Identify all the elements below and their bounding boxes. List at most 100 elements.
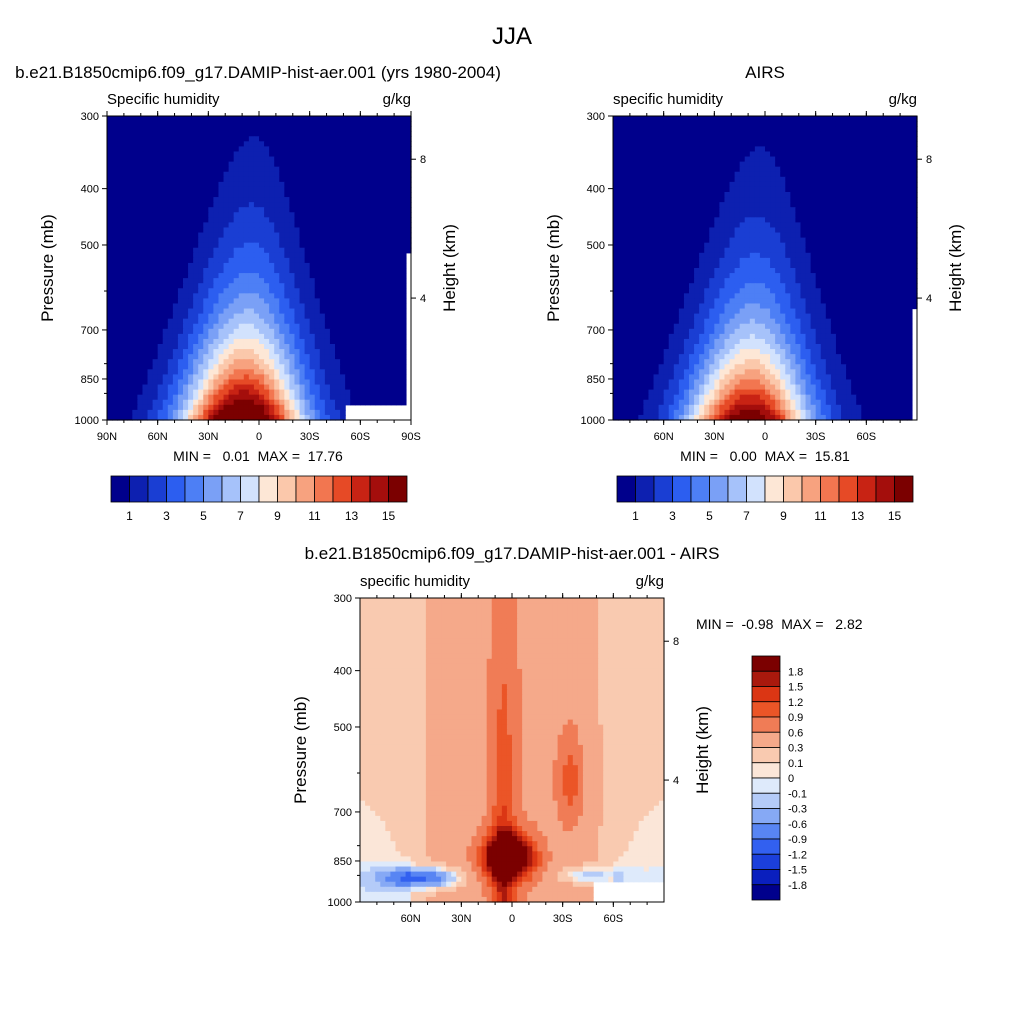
contour-cell xyxy=(178,187,184,193)
contour-cell xyxy=(355,273,361,279)
contour-cell xyxy=(310,374,316,380)
contour-cell xyxy=(239,182,245,188)
contour-cell xyxy=(836,131,842,137)
contour-cell xyxy=(117,238,123,244)
contour-cell xyxy=(132,151,138,157)
contour-cell xyxy=(345,354,351,360)
contour-cell xyxy=(365,253,371,259)
contour-cell xyxy=(274,410,280,416)
contour-cell xyxy=(173,227,179,233)
contour-cell xyxy=(158,349,164,355)
contour-cell xyxy=(153,374,159,380)
contour-cell xyxy=(907,167,913,173)
contour-cell xyxy=(376,131,382,137)
contour-cell xyxy=(735,126,741,132)
contour-cell xyxy=(203,410,209,416)
contour-cell xyxy=(365,298,371,304)
contour-cell xyxy=(330,121,336,127)
contour-cell xyxy=(203,395,209,401)
contour-cell xyxy=(188,278,194,284)
contour-cell xyxy=(208,283,214,289)
contour-cell xyxy=(188,212,194,218)
contour-cell xyxy=(158,121,164,127)
contour-cell xyxy=(153,146,159,152)
contour-cell xyxy=(244,334,250,340)
contour-cell xyxy=(836,126,842,132)
contour-cell xyxy=(871,182,877,188)
contour-cell xyxy=(861,202,867,208)
contour-cell xyxy=(218,253,224,259)
contour-cell xyxy=(122,151,128,157)
contour-cell xyxy=(401,298,407,304)
contour-cell xyxy=(249,162,255,168)
contour-cell xyxy=(284,253,290,259)
contour-cell xyxy=(330,379,336,385)
contour-cell xyxy=(239,400,245,406)
contour-cell xyxy=(714,136,720,142)
contour-cell xyxy=(811,212,817,218)
panel-model-minmax: MIN = 0.01 MAX = 17.76 xyxy=(173,448,343,464)
contour-cell xyxy=(376,339,382,345)
contour-cell xyxy=(249,248,255,254)
contour-cell xyxy=(279,278,285,284)
contour-cell xyxy=(355,187,361,193)
contour-cell xyxy=(305,298,311,304)
contour-cell xyxy=(396,288,402,294)
contour-cell xyxy=(795,187,801,193)
contour-cell xyxy=(330,263,336,269)
contour-cell xyxy=(391,354,397,360)
contour-cell xyxy=(203,202,209,208)
contour-cell xyxy=(229,172,235,178)
contour-cell xyxy=(755,146,761,152)
contour-cell xyxy=(370,253,376,259)
contour-cell xyxy=(289,273,295,279)
contour-cell xyxy=(305,227,311,233)
contour-cell xyxy=(821,162,827,168)
contour-cell xyxy=(153,339,159,345)
contour-cell xyxy=(628,182,634,188)
contour-cell xyxy=(871,197,877,203)
contour-cell xyxy=(269,126,275,132)
contour-cell xyxy=(249,334,255,340)
contour-cell xyxy=(315,263,321,269)
contour-cell xyxy=(259,238,265,244)
contour-cell xyxy=(294,278,300,284)
contour-cell xyxy=(340,141,346,147)
contour-cell xyxy=(623,217,629,223)
contour-cell xyxy=(284,172,290,178)
contour-cell xyxy=(213,288,219,294)
contour-cell xyxy=(871,146,877,152)
contour-cell xyxy=(806,141,812,147)
x-tick-label: 0 xyxy=(256,431,262,443)
contour-cell xyxy=(127,303,133,309)
contour-cell xyxy=(132,379,138,385)
contour-cell xyxy=(300,172,306,178)
contour-cell xyxy=(648,157,654,163)
contour-cell xyxy=(107,157,113,163)
contour-cell xyxy=(249,303,255,309)
contour-cell xyxy=(846,217,852,223)
contour-cell xyxy=(724,207,730,213)
contour-cell xyxy=(654,167,660,173)
contour-cell xyxy=(168,263,174,269)
contour-cell xyxy=(345,222,351,228)
y-tick-label: 300 xyxy=(81,111,99,123)
contour-cell xyxy=(654,227,660,233)
contour-cell xyxy=(142,187,148,193)
contour-cell xyxy=(370,202,376,208)
contour-cell xyxy=(117,217,123,223)
contour-cell xyxy=(158,253,164,259)
contour-cell xyxy=(107,182,113,188)
contour-cell xyxy=(350,227,356,233)
contour-cell xyxy=(790,157,796,163)
contour-cell xyxy=(264,146,270,152)
contour-cell xyxy=(264,263,270,269)
contour-cell xyxy=(142,192,148,198)
contour-cell xyxy=(142,364,148,370)
contour-cell xyxy=(300,116,306,122)
contour-cell xyxy=(350,329,356,335)
contour-cell xyxy=(861,162,867,168)
contour-cell xyxy=(158,233,164,239)
contour-cell xyxy=(755,151,761,157)
contour-cell xyxy=(168,146,174,152)
